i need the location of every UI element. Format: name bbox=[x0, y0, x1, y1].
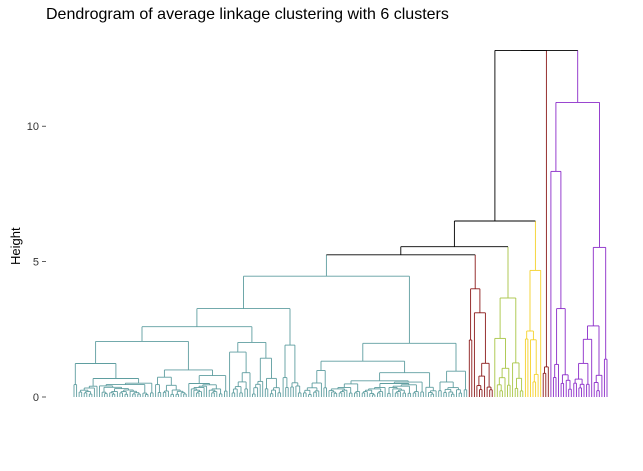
y-tick-label-5: 5 bbox=[33, 257, 39, 269]
y-tick-label-10: 10 bbox=[27, 121, 39, 133]
chart-title: Dendrogram of average linkage clustering… bbox=[46, 6, 449, 23]
y-axis: 0 5 10 bbox=[27, 121, 46, 404]
dendrogram-tree bbox=[73, 49, 608, 397]
y-tick-label-0: 0 bbox=[33, 392, 39, 404]
